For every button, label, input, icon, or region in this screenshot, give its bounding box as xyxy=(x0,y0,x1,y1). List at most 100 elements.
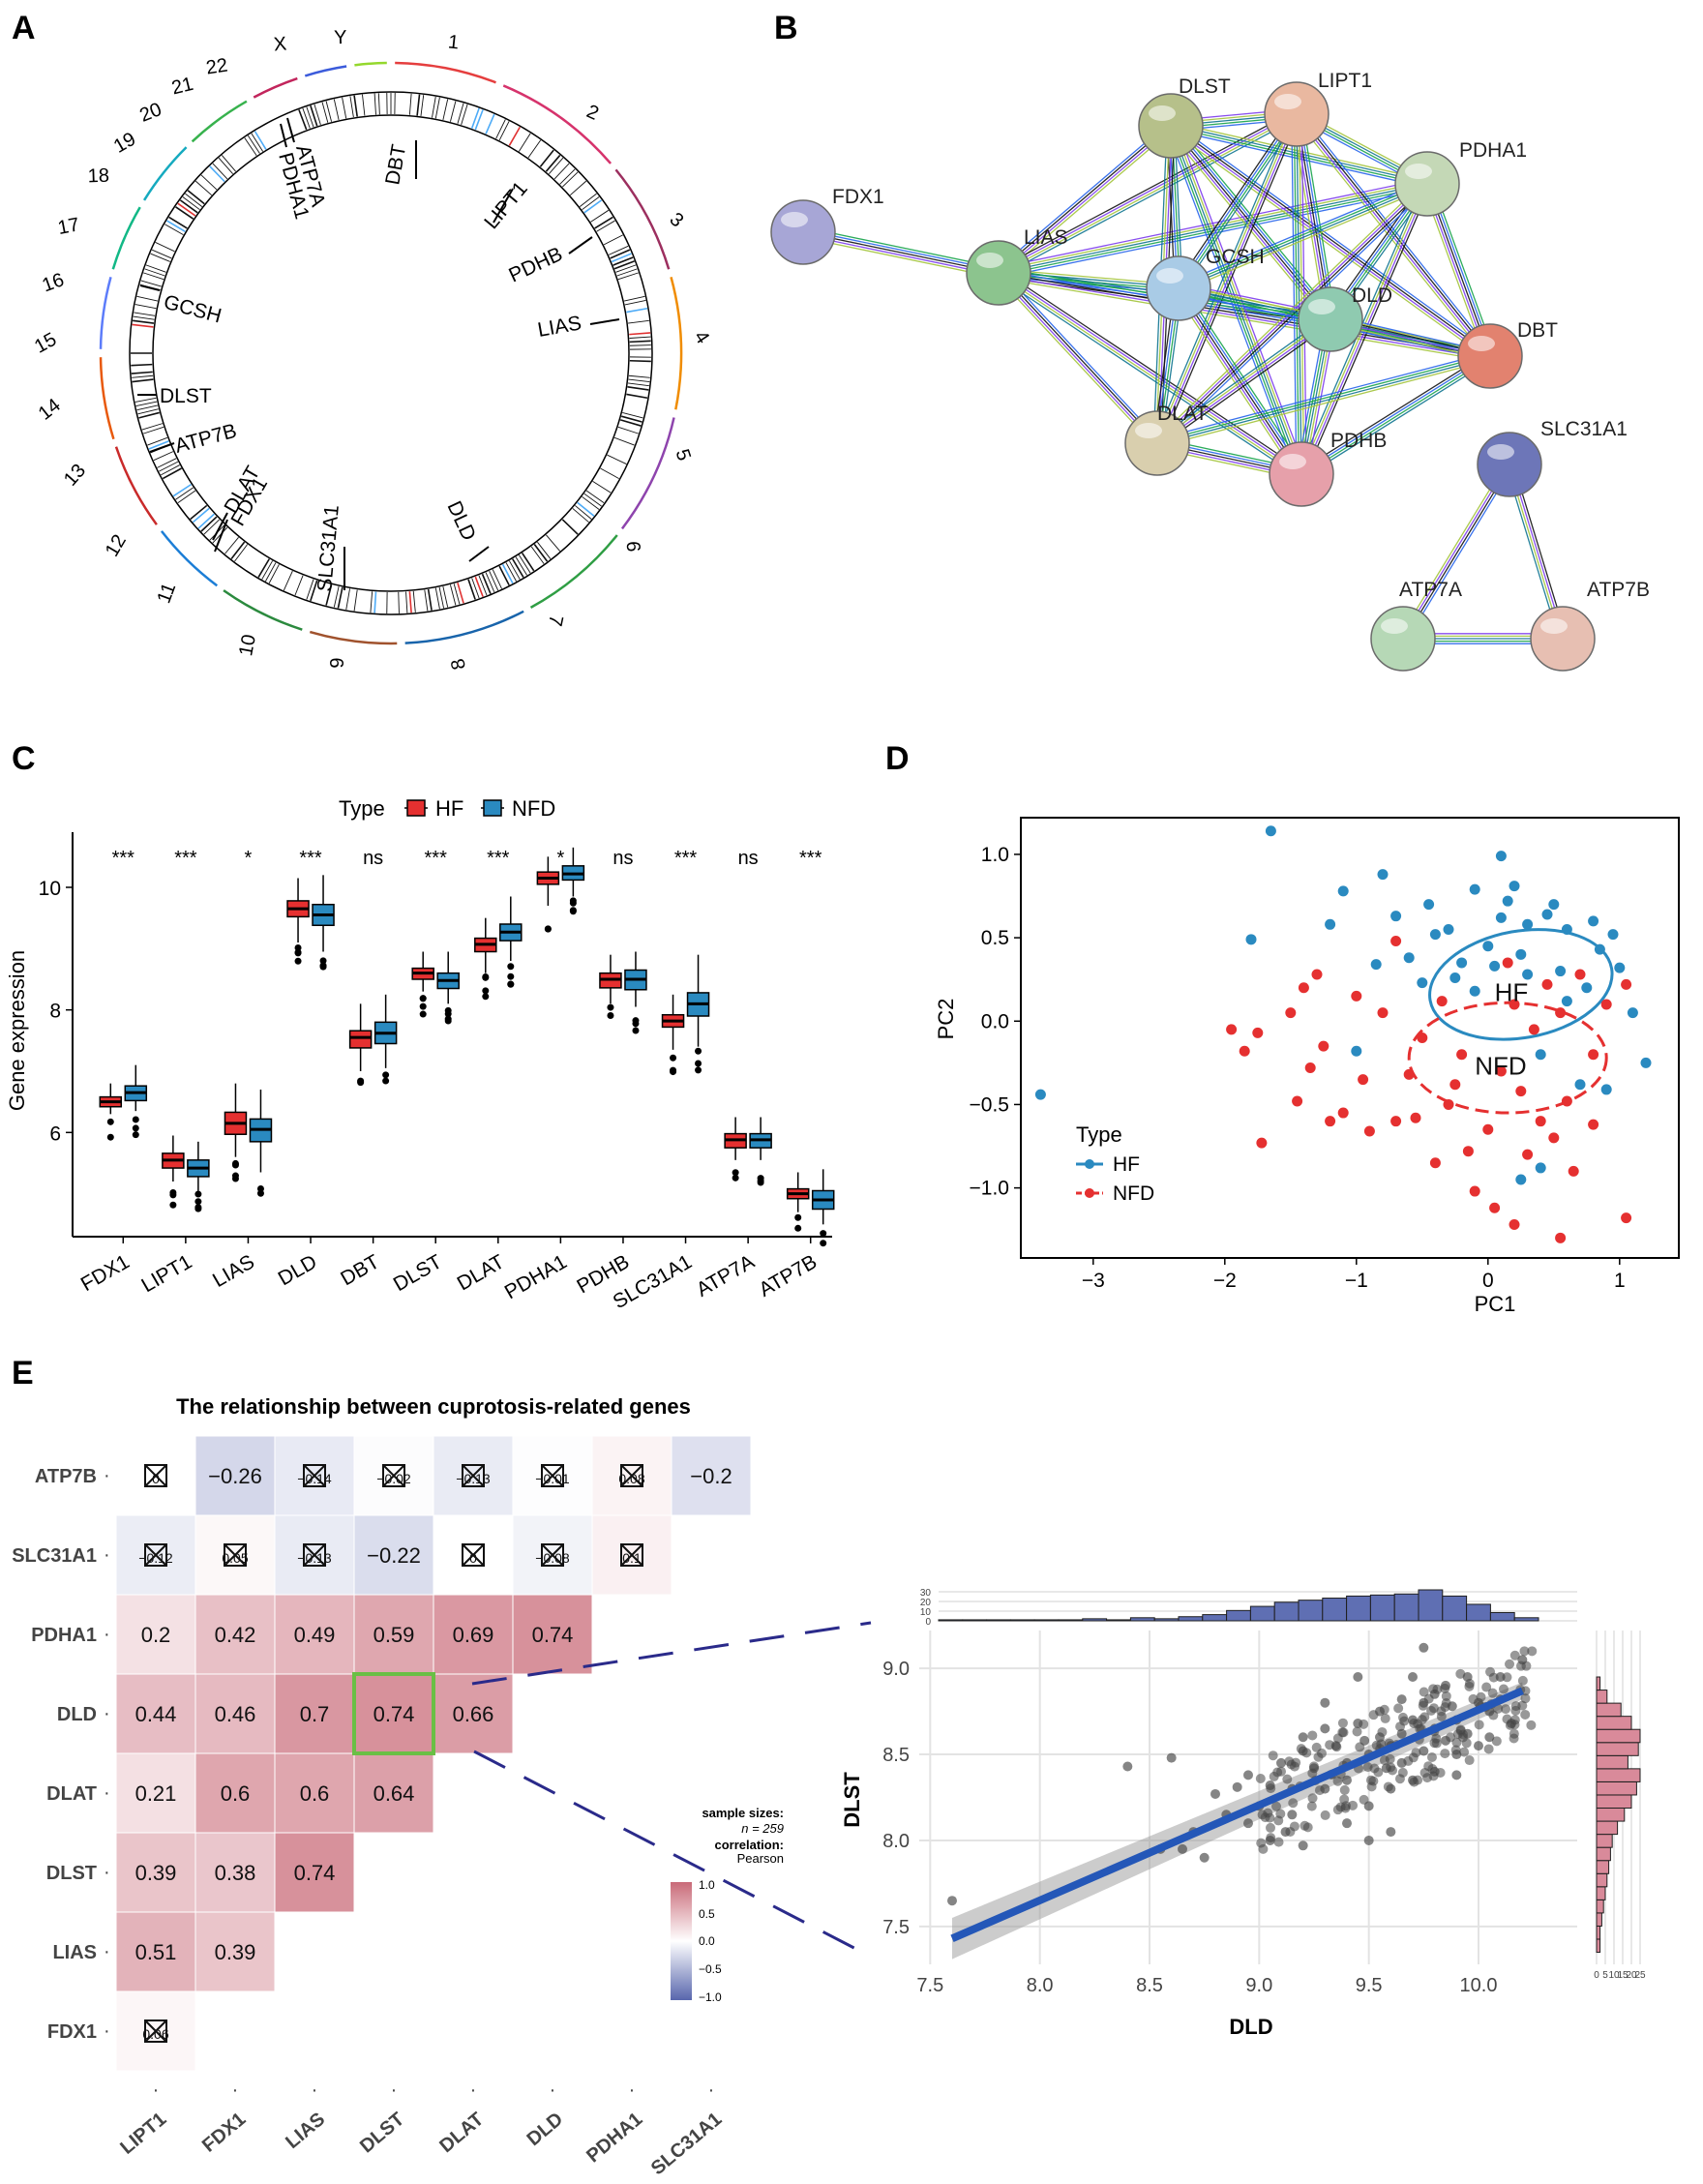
ideogram-band xyxy=(140,280,162,287)
pca-ylabel: PC2 xyxy=(934,999,958,1040)
pca-point-hf xyxy=(1403,952,1415,964)
scatter-point xyxy=(1487,1688,1498,1698)
x-tick-label-dlat: DLAT xyxy=(454,1250,509,1295)
scatter-point xyxy=(1517,1700,1528,1711)
interaction-edge xyxy=(1154,315,1330,441)
ideogram-band xyxy=(495,119,506,139)
ideogram-band xyxy=(148,440,169,450)
ideogram-band xyxy=(592,480,612,494)
ideogram-band xyxy=(310,105,318,127)
y-tick-label: 8.0 xyxy=(882,1831,910,1852)
col-label-lias: LIAS xyxy=(282,2109,329,2153)
yhist-bar xyxy=(1596,1716,1632,1730)
outlier-point xyxy=(632,1027,640,1034)
ideogram-band xyxy=(166,220,186,232)
interaction-edge xyxy=(1302,358,1493,478)
ideogram-band xyxy=(467,579,476,600)
outlier-point xyxy=(444,1010,452,1018)
pca-point-nfd xyxy=(1304,1062,1316,1074)
ideogram-band xyxy=(168,216,188,229)
nonsignificant-cross xyxy=(303,1464,326,1487)
pca-point-hf xyxy=(1423,899,1435,911)
significance-label: *** xyxy=(487,848,510,869)
ideogram-band xyxy=(349,96,354,118)
ideogram-band xyxy=(133,319,155,324)
yhist-bar xyxy=(1596,1860,1610,1874)
pca-point-hf xyxy=(1429,929,1441,941)
chromosome-label: 6 xyxy=(622,541,643,553)
scatter-point xyxy=(1287,1810,1298,1820)
ideogram-band xyxy=(155,242,175,253)
ideogram-band xyxy=(449,101,457,122)
nonsignificant-cross xyxy=(620,1543,643,1567)
interaction-edge xyxy=(1157,359,1492,448)
y-tick-label: 9.0 xyxy=(882,1659,910,1680)
ideogram-band xyxy=(373,93,376,115)
pca-point-hf xyxy=(1594,943,1605,955)
ideogram-band xyxy=(182,196,200,211)
scatter-point xyxy=(1484,1732,1495,1743)
ideogram-band xyxy=(200,516,218,532)
pca-point-hf xyxy=(1351,1045,1362,1057)
pca-point-nfd xyxy=(1436,996,1448,1007)
pca-point-hf xyxy=(1449,972,1461,983)
col-tick: · xyxy=(708,2079,715,2101)
ideogram-band xyxy=(141,423,164,431)
scatter-point xyxy=(1498,1684,1509,1694)
pca-point-hf xyxy=(1245,934,1257,945)
outlier-point xyxy=(695,1060,702,1067)
nonsignificant-cross xyxy=(144,2019,167,2043)
outlier-point xyxy=(482,993,490,1001)
heatmap-cell-value: 0.21 xyxy=(135,1781,177,1806)
interaction-edge xyxy=(1155,182,1427,443)
row-tick: · xyxy=(104,1544,110,1566)
yhist-tick-label: 20 xyxy=(1626,1970,1637,1981)
ideogram-band xyxy=(147,436,168,446)
xhist-bar xyxy=(1033,1619,1060,1622)
pca-point-hf xyxy=(1561,923,1572,935)
heatmap-cell-value: −0.02 xyxy=(376,1471,411,1486)
yhist-bar xyxy=(1596,1834,1613,1848)
scatter-point xyxy=(1474,1720,1484,1730)
ideogram-band xyxy=(619,419,642,427)
ellipse-label-nfd: NFD xyxy=(1475,1051,1526,1080)
chromosome-label: 12 xyxy=(102,531,131,560)
xhist-tick-label: 0 xyxy=(925,1617,931,1628)
interaction-edge xyxy=(1405,465,1513,642)
heatmap-cell-value: −0.08 xyxy=(535,1550,570,1566)
ideogram-band xyxy=(302,107,311,129)
protein-node-pdha1 xyxy=(1394,151,1460,217)
node-highlight xyxy=(1381,618,1408,634)
yhist-bar xyxy=(1596,1754,1628,1770)
interaction-edge xyxy=(996,122,1169,271)
significance-label: *** xyxy=(674,848,698,869)
chromosome-label: X xyxy=(273,34,287,56)
outlier-point xyxy=(569,897,577,905)
heatmap-cell-value: 0.49 xyxy=(294,1623,336,1647)
chromosome-arc xyxy=(620,417,675,530)
ideogram-band xyxy=(617,272,639,281)
pca-point-hf xyxy=(1515,1174,1527,1185)
scatter-point xyxy=(1441,1690,1451,1701)
node-label-dlst: DLST xyxy=(1179,75,1231,98)
ideogram-band xyxy=(629,332,651,336)
chromosome-arc xyxy=(614,168,671,270)
scatter-point xyxy=(1426,1752,1437,1763)
pca-point-hf xyxy=(1469,985,1480,997)
scatter-point xyxy=(1368,1776,1379,1786)
yhist-bar xyxy=(1596,1676,1601,1691)
chromosome-arc xyxy=(223,589,303,631)
pca-point-nfd xyxy=(1555,1007,1567,1019)
ideogram-band xyxy=(254,131,267,150)
chromosome-label: 15 xyxy=(31,329,60,358)
ideogram-band xyxy=(603,234,623,246)
gene-label-atp7b: ATP7B xyxy=(172,420,239,458)
ppi-network: FDX1 LIAS DLST LIPT1 PDHA1 GCSH DLD DBT DLAT PDHB… xyxy=(770,70,1650,672)
significance-label: *** xyxy=(299,848,322,869)
interaction-edge xyxy=(1181,284,1306,472)
scatter-point xyxy=(1386,1827,1396,1838)
panel-label-a: A xyxy=(12,10,36,46)
chromosome-label: Y xyxy=(334,27,347,48)
ideogram-band xyxy=(333,99,340,121)
pca-point-nfd xyxy=(1509,999,1520,1010)
